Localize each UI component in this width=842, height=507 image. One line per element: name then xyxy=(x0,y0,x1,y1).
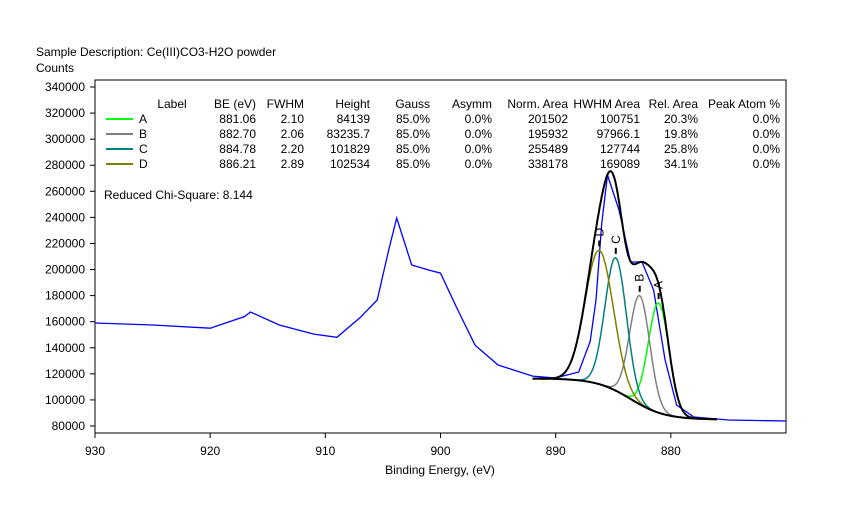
y-tick-label: 340000 xyxy=(45,80,85,94)
table-header: Norm. Area xyxy=(507,97,568,111)
y-axis-label: Counts xyxy=(36,61,74,75)
table-cell: 83235.7 xyxy=(327,127,371,141)
legend-label: D xyxy=(139,157,148,171)
table-cell: 884.78 xyxy=(219,142,256,156)
peak-marker-label: D xyxy=(592,228,606,237)
table-cell: 0.0% xyxy=(465,112,493,126)
table-cell: 2.06 xyxy=(281,127,305,141)
y-tick-label: 240000 xyxy=(45,210,85,224)
table-header: Label xyxy=(157,97,186,111)
legend-label: A xyxy=(139,112,147,126)
table-cell: 85.0% xyxy=(396,142,430,156)
table-cell: 97966.1 xyxy=(597,127,641,141)
x-tick-label: 920 xyxy=(200,444,220,458)
table-cell: 101829 xyxy=(330,142,370,156)
x-tick-label: 880 xyxy=(661,444,681,458)
envelope-line xyxy=(532,170,717,421)
y-tick-label: 160000 xyxy=(45,315,85,329)
peak-B-line xyxy=(532,294,717,420)
x-axis-label: Binding Energy, (eV) xyxy=(385,463,495,477)
table-cell: 201502 xyxy=(528,112,568,126)
table-cell: 2.89 xyxy=(281,157,305,171)
table-cell: 886.21 xyxy=(219,157,256,171)
chart-title: Sample Description: Ce(III)CO3-H2O powde… xyxy=(36,45,276,59)
legend-label: C xyxy=(139,142,148,156)
y-tick-label: 80000 xyxy=(52,419,86,433)
table-header: Gauss xyxy=(395,97,430,111)
y-tick-label: 280000 xyxy=(45,158,85,172)
table-cell: 102534 xyxy=(330,157,370,171)
y-tick-label: 100000 xyxy=(45,393,85,407)
table-cell: 0.0% xyxy=(753,157,781,171)
table-header: Rel. Area xyxy=(649,97,699,111)
y-tick-label: 320000 xyxy=(45,106,85,120)
table-cell: 169089 xyxy=(600,157,640,171)
table-cell: 2.10 xyxy=(281,112,305,126)
table-cell: 85.0% xyxy=(396,127,430,141)
y-tick-label: 300000 xyxy=(45,132,85,146)
x-tick-label: 930 xyxy=(85,444,105,458)
table-cell: 20.3% xyxy=(664,112,698,126)
y-tick-label: 200000 xyxy=(45,263,85,277)
x-tick-label: 910 xyxy=(315,444,335,458)
table-cell: 0.0% xyxy=(753,142,781,156)
y-tick-label: 220000 xyxy=(45,236,85,250)
table-cell: 882.70 xyxy=(219,127,256,141)
table-cell: 100751 xyxy=(600,112,640,126)
y-tick-label: 140000 xyxy=(45,341,85,355)
table-cell: 881.06 xyxy=(219,112,256,126)
legend-label: B xyxy=(139,127,147,141)
table-cell: 0.0% xyxy=(753,127,781,141)
table-cell: 338178 xyxy=(528,157,568,171)
y-tick-label: 180000 xyxy=(45,289,85,303)
x-tick-label: 890 xyxy=(546,444,566,458)
y-tick-label: 120000 xyxy=(45,367,85,381)
spectrum-line xyxy=(94,174,787,422)
peak-D-line xyxy=(532,249,717,420)
table-cell: 0.0% xyxy=(465,142,493,156)
table-header: FWHM xyxy=(267,97,304,111)
peak-marker-label: A xyxy=(652,281,666,289)
table-cell: 255489 xyxy=(528,142,568,156)
table-cell: 2.20 xyxy=(281,142,305,156)
table-cell: 19.8% xyxy=(664,127,698,141)
table-cell: 195932 xyxy=(528,127,568,141)
table-header: HWHM Area xyxy=(573,97,640,111)
chi-square-label: Reduced Chi-Square: 8.144 xyxy=(104,188,253,202)
table-cell: 85.0% xyxy=(396,112,430,126)
table-cell: 0.0% xyxy=(465,157,493,171)
table-cell: 85.0% xyxy=(396,157,430,171)
table-cell: 127744 xyxy=(600,142,640,156)
table-header: BE (eV) xyxy=(214,97,256,111)
table-cell: 0.0% xyxy=(465,127,493,141)
table-header: Asymm xyxy=(452,97,492,111)
table-cell: 25.8% xyxy=(664,142,698,156)
y-tick-label: 260000 xyxy=(45,184,85,198)
table-cell: 0.0% xyxy=(753,112,781,126)
peak-marker-label: B xyxy=(633,274,647,282)
background-line xyxy=(532,377,717,421)
x-tick-label: 900 xyxy=(430,444,450,458)
peak-marker-label: C xyxy=(609,235,623,244)
table-cell: 34.1% xyxy=(664,157,698,171)
table-header: Height xyxy=(335,97,370,111)
table-header: Peak Atom % xyxy=(708,97,780,111)
table-cell: 84139 xyxy=(337,112,371,126)
